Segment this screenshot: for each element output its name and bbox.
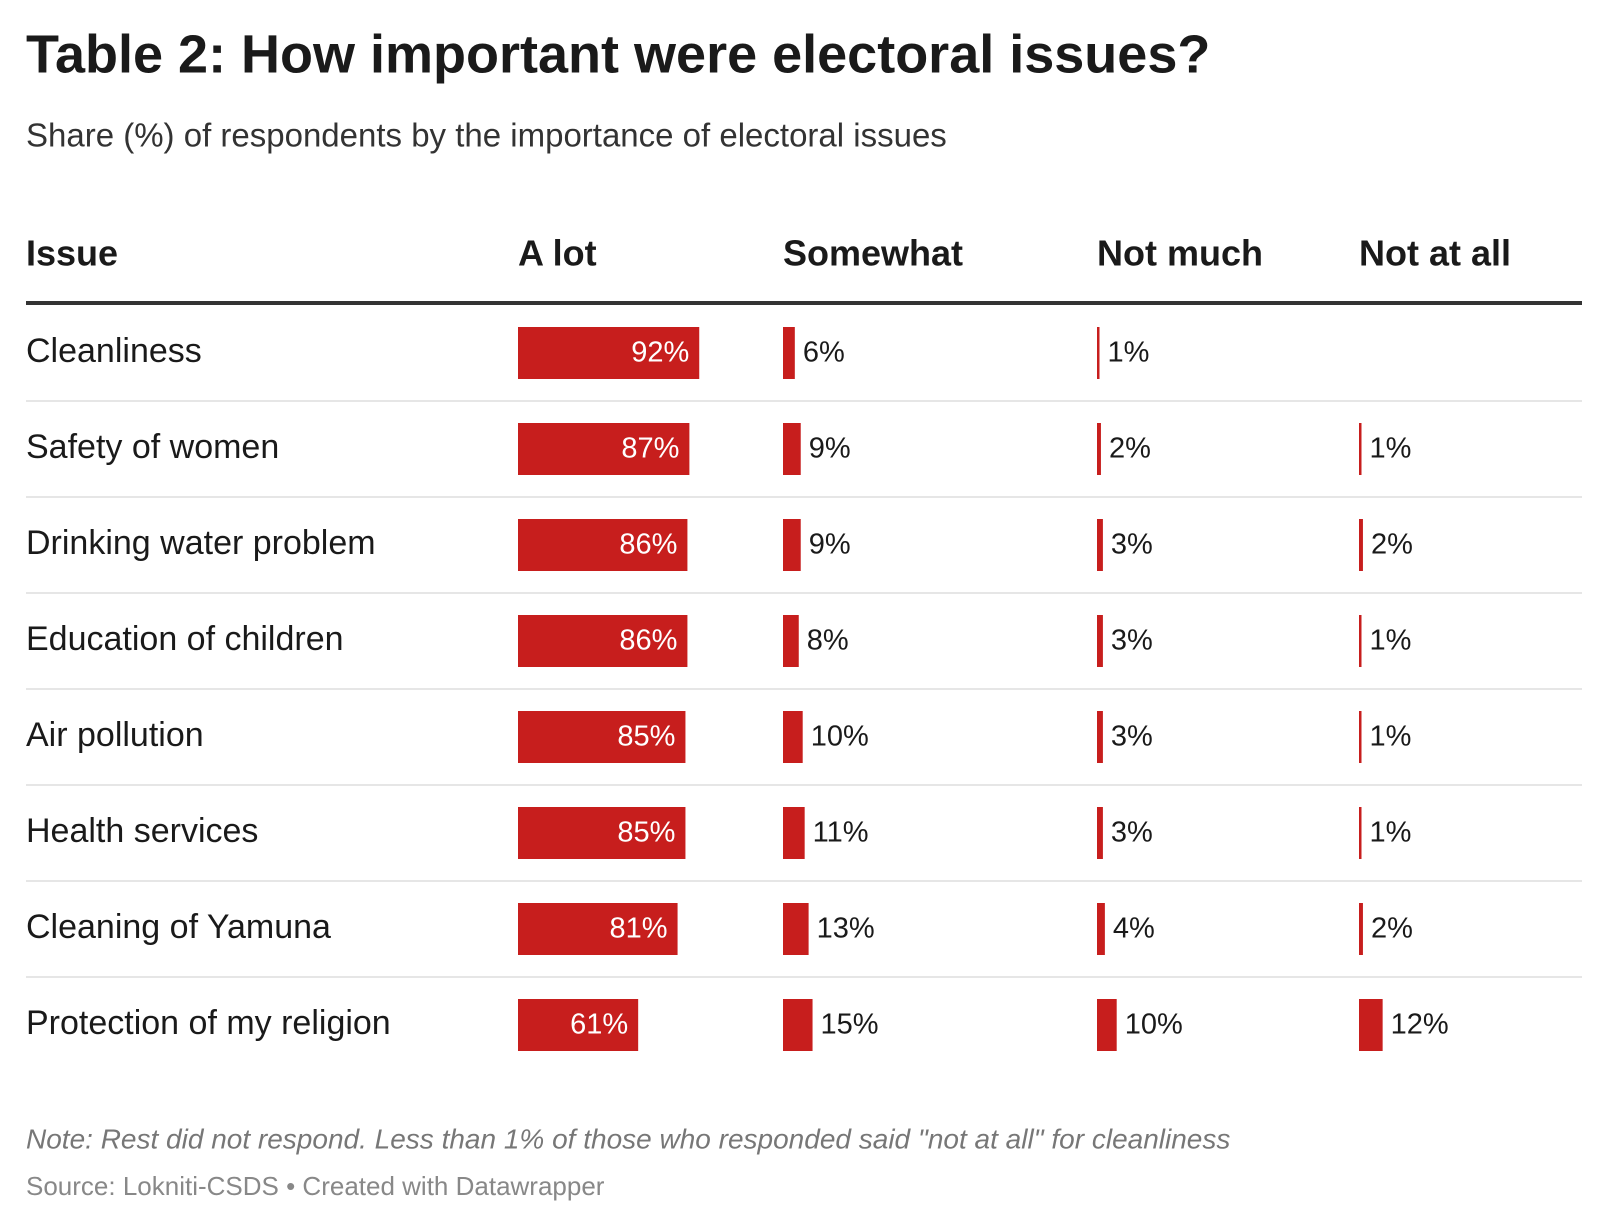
bar xyxy=(1097,519,1103,571)
value-label: 4% xyxy=(1113,913,1155,945)
note: Note: Rest did not respond. Less than 1%… xyxy=(26,1123,1230,1154)
bar xyxy=(783,903,809,955)
bar xyxy=(518,999,639,1051)
value-label: 85% xyxy=(617,817,675,849)
value-label: 13% xyxy=(817,913,875,945)
bar xyxy=(783,423,801,475)
value-label: 10% xyxy=(811,721,869,753)
bar xyxy=(783,327,795,379)
bar xyxy=(783,711,803,763)
value-label: 92% xyxy=(631,337,689,369)
issue-label: Cleanliness xyxy=(26,332,202,370)
value-label: 9% xyxy=(809,529,851,561)
bar xyxy=(1359,615,1362,667)
value-label: 1% xyxy=(1370,625,1412,657)
bar xyxy=(1359,903,1363,955)
value-label: 86% xyxy=(619,625,677,657)
bar xyxy=(518,807,686,859)
value-label: 9% xyxy=(809,433,851,465)
column-header: A lot xyxy=(518,233,597,274)
issue-label: Drinking water problem xyxy=(26,524,376,562)
bar xyxy=(518,615,688,667)
value-label: 61% xyxy=(570,1009,628,1041)
issue-label: Health services xyxy=(26,812,258,850)
value-label: 11% xyxy=(813,817,869,849)
bar xyxy=(1097,807,1103,859)
bar xyxy=(1359,999,1383,1051)
issue-label: Education of children xyxy=(26,620,344,658)
bar xyxy=(518,327,700,379)
issue-label: Protection of my religion xyxy=(26,1004,391,1042)
bar xyxy=(518,423,690,475)
bar xyxy=(783,615,799,667)
bar xyxy=(783,519,801,571)
value-label: 87% xyxy=(621,433,679,465)
bar xyxy=(1359,807,1362,859)
value-label: 1% xyxy=(1370,721,1412,753)
column-header: Not much xyxy=(1097,233,1263,274)
bar xyxy=(783,999,813,1051)
value-label: 1% xyxy=(1108,337,1150,369)
bar xyxy=(1359,519,1363,571)
value-label: 8% xyxy=(807,625,849,657)
column-header: Somewhat xyxy=(783,233,963,274)
bar xyxy=(783,807,805,859)
value-label: 3% xyxy=(1111,625,1153,657)
value-label: 85% xyxy=(617,721,675,753)
source: Source: Lokniti-CSDS • Created with Data… xyxy=(26,1171,605,1201)
issue-label: Cleaning of Yamuna xyxy=(26,908,331,946)
issue-label: Safety of women xyxy=(26,428,279,466)
bar xyxy=(1359,711,1362,763)
value-label: 2% xyxy=(1371,529,1413,561)
value-label: 6% xyxy=(803,337,845,369)
column-header: Issue xyxy=(26,233,118,274)
value-label: 2% xyxy=(1109,433,1151,465)
bar xyxy=(518,519,688,571)
bar xyxy=(1097,903,1105,955)
value-label: 10% xyxy=(1125,1009,1183,1041)
issue-label: Air pollution xyxy=(26,716,204,754)
column-header: Not at all xyxy=(1359,233,1511,274)
bar xyxy=(518,711,686,763)
value-label: 15% xyxy=(821,1009,879,1041)
bar xyxy=(1097,615,1103,667)
value-label: 3% xyxy=(1111,817,1153,849)
value-label: 81% xyxy=(610,913,668,945)
subtitle: Share (%) of respondents by the importan… xyxy=(26,117,947,154)
value-label: 86% xyxy=(619,529,677,561)
value-label: 3% xyxy=(1111,529,1153,561)
bar xyxy=(1097,423,1101,475)
bar xyxy=(1359,423,1362,475)
bar xyxy=(1097,999,1117,1051)
value-label: 1% xyxy=(1370,433,1412,465)
title: Table 2: How important were electoral is… xyxy=(26,24,1210,84)
value-label: 3% xyxy=(1111,721,1153,753)
bar xyxy=(518,903,678,955)
bar xyxy=(1097,711,1103,763)
value-label: 12% xyxy=(1391,1009,1449,1041)
value-label: 2% xyxy=(1371,913,1413,945)
value-label: 1% xyxy=(1370,817,1412,849)
bar xyxy=(1097,327,1100,379)
